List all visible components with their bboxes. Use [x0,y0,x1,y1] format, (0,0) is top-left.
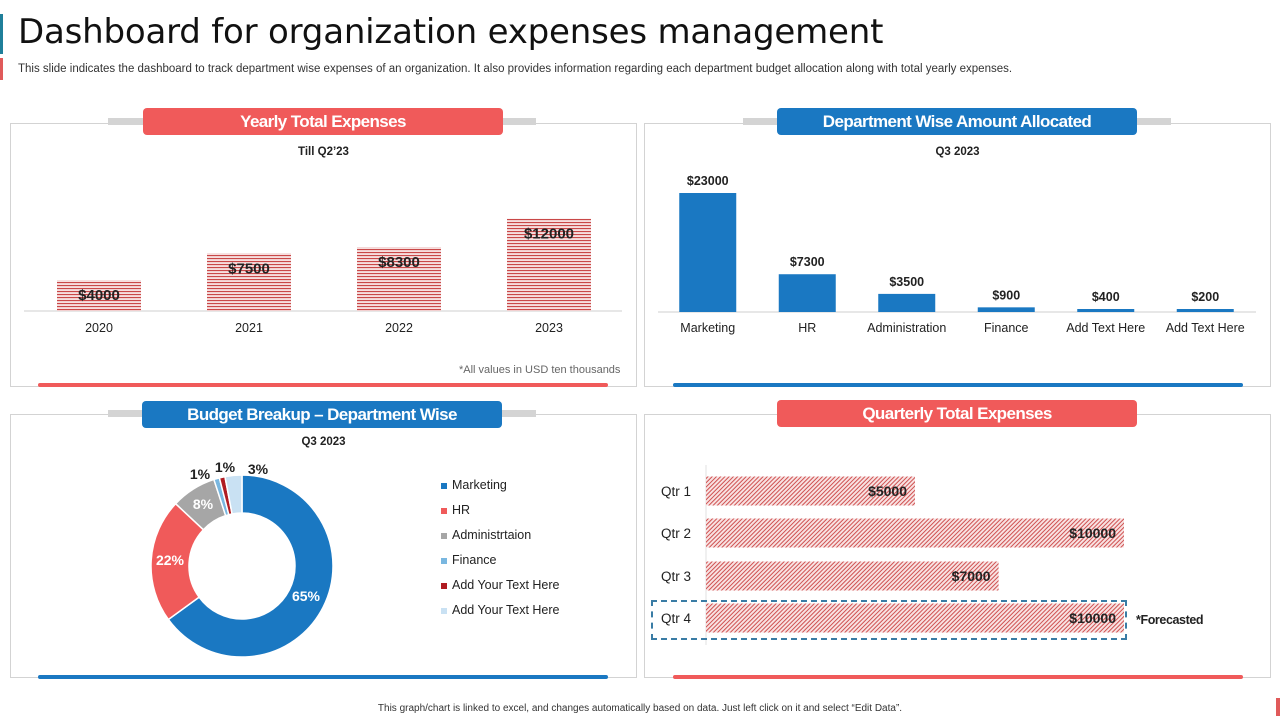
department-tick-label: Add Text Here [1166,321,1245,335]
department-bar-label: $400 [1092,290,1120,304]
department-bar-label: $900 [992,288,1020,302]
page-subtitle: This slide indicates the dashboard to tr… [18,63,1013,75]
budget-legend-swatch [441,533,447,539]
yearly-bar-label: $12000 [524,226,574,243]
yearly-bar-label: $4000 [78,287,120,304]
department-tick-label: Add Text Here [1066,321,1145,335]
department-bar-label: $23000 [687,174,729,188]
budget-legend-swatch [441,608,447,614]
quarterly-tick-label: Qtr 2 [661,526,691,541]
quarterly-bar-label: $10000 [1069,610,1116,626]
budget-legend-swatch [441,583,447,589]
department-panel[interactable] [644,123,1271,387]
quarterly-bar-label: $7000 [952,568,991,584]
quarterly-bar-label: $5000 [868,483,907,499]
yearly-bar-label: $7500 [228,260,270,277]
department-bar [1176,309,1234,312]
budget-slice-label: 1% [215,459,236,475]
department-tick-label: HR [798,321,816,335]
budget-legend-label: Add Your Text Here [452,603,560,617]
yearly-tick-label: 2022 [385,321,413,335]
yearly-bar [57,280,141,311]
department-underline [673,383,1243,387]
quarterly-underline [673,675,1243,679]
yearly-chart-subtitle: Till Q2’23 [298,146,349,158]
yearly-header: Yearly Total Expenses [143,108,503,135]
department-bar [778,274,836,312]
yearly-note: *All values in USD ten thousands [459,364,621,376]
department-tick-label: Finance [984,321,1029,335]
budget-header: Budget Breakup – Department Wise [142,401,502,428]
yearly-tick-label: 2021 [235,321,263,335]
forecast-label: *Forecasted [1136,613,1204,627]
department-bar-label: $7300 [790,255,825,269]
budget-slice [224,474,243,515]
budget-legend-label: Add Your Text Here [452,578,560,592]
yearly-underline [38,383,608,387]
budget-legend-swatch [441,508,447,514]
corner-mark [1276,698,1280,716]
department-chart-subtitle: Q3 2023 [935,146,980,158]
budget-legend-label: Marketing [452,478,507,492]
department-tick-label: Administration [867,321,946,335]
budget-legend-swatch [441,483,447,489]
budget-chart-subtitle: Q3 2023 [301,436,346,448]
footer-note: This graph/chart is linked to excel, and… [377,703,903,714]
yearly-bar [507,218,591,311]
quarterly-bar [706,476,915,506]
yearly-tick-label: 2023 [535,321,563,335]
yearly-bar [357,247,441,311]
department-chart[interactable]: $23000 Marketing $7300 HR $3500 Administratio… [644,165,1271,365]
department-bar [878,293,936,312]
budget-legend-swatch [441,558,447,564]
yearly-tick-label: 2020 [85,321,113,335]
department-bar [1077,309,1135,312]
department-bar-label: $200 [1191,290,1219,304]
subtitle-accent-bar [0,58,3,80]
title-accent-bar [0,14,3,54]
budget-underline [38,675,608,679]
budget-chart[interactable]: 65% 22% 8% 1% 1% 3% Marketing HR Administrtaion F… [10,455,637,675]
budget-slice [167,474,334,658]
budget-legend-label: Finance [452,553,497,567]
quarterly-bar [706,561,999,591]
budget-slice-label: 1% [190,466,211,482]
forecast-box [651,600,1127,640]
quarterly-bar [706,518,1124,548]
quarterly-chart[interactable]: $5000 Qtr 1 $10000 Qtr 2 $7000 Qtr 3 $10000 Qtr… [644,455,1271,675]
yearly-bar [207,253,291,311]
quarterly-tick-label: Qtr 4 [661,611,691,626]
budget-slice-label: 65% [292,588,321,604]
yearly-bar-label: $8300 [378,254,420,271]
department-bar [977,307,1035,312]
budget-legend-label: Administrtaion [452,528,531,542]
department-bar [679,193,737,312]
budget-slice-label: 22% [156,552,185,568]
quarterly-tick-label: Qtr 1 [661,484,691,499]
quarterly-bar-label: $10000 [1069,525,1116,541]
budget-slice-label: 8% [193,496,214,512]
budget-slice-label: 3% [248,461,269,477]
quarterly-header: Quarterly Total Expenses [777,400,1137,427]
department-tick-label: Marketing [680,321,735,335]
quarterly-tick-label: Qtr 3 [661,569,691,584]
department-header: Department Wise Amount Allocated [777,108,1137,135]
quarterly-bar [706,603,1124,633]
yearly-chart[interactable]: $4000 2020 $7500 2021 $8300 2022 $12000 2023 [10,165,637,365]
budget-legend-label: HR [452,503,470,517]
department-bar-label: $3500 [889,275,924,289]
page-title: Dashboard for organization expenses mana… [18,12,884,52]
